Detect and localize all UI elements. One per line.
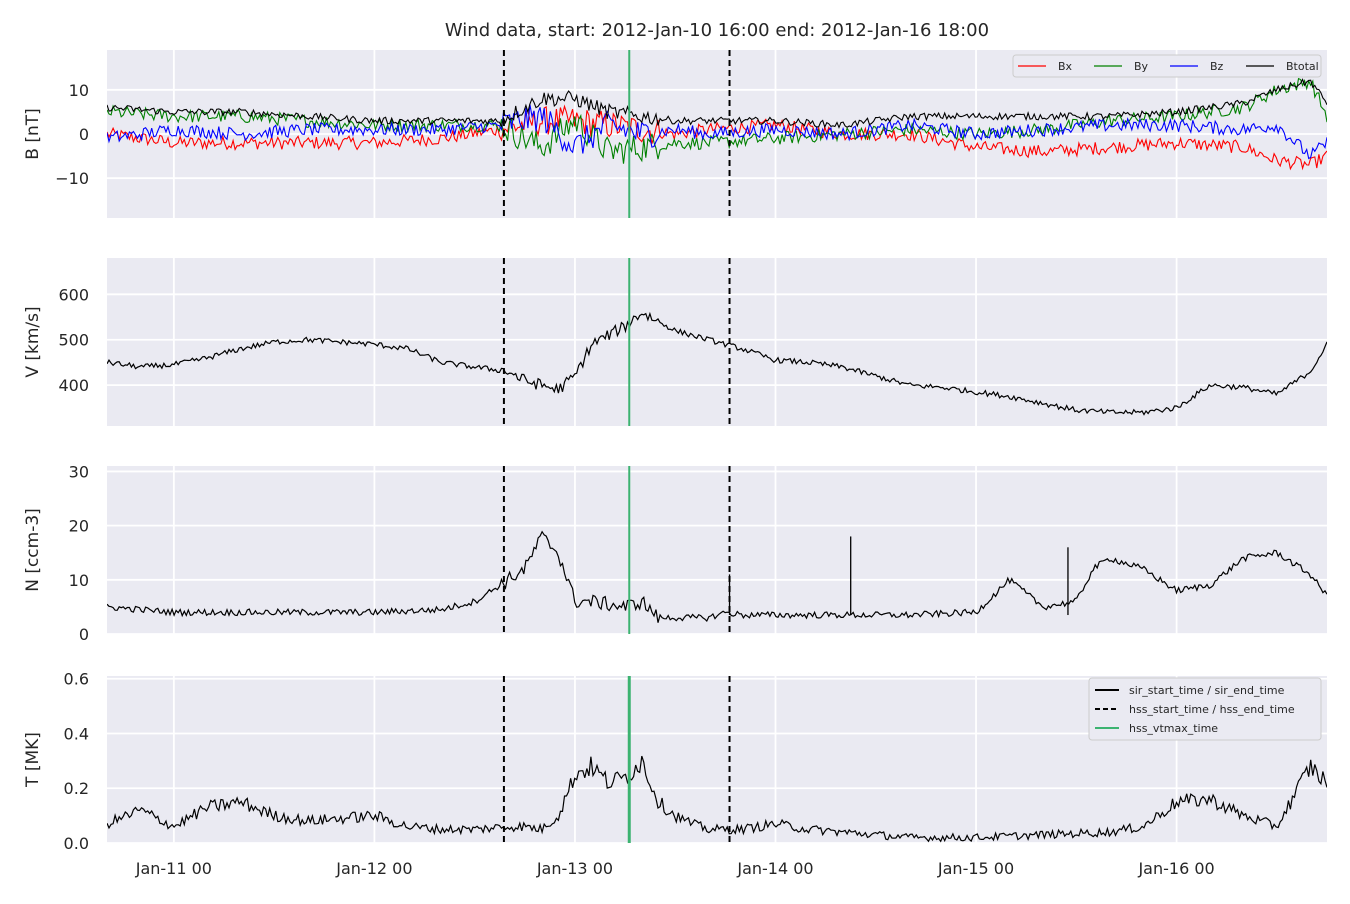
legend-events-label: hss_start_time / hss_end_time (1129, 703, 1295, 716)
series-line-Bz (107, 104, 1327, 160)
panel-background (107, 466, 1327, 634)
y-tick-label: 0.2 (64, 779, 89, 798)
y-tick-label: −10 (55, 169, 89, 188)
legend-b-label: By (1134, 60, 1149, 73)
legend-b-label: Bz (1210, 60, 1224, 73)
legend-events: sir_start_time / sir_end_time hss_start_t… (1088, 677, 1322, 741)
x-tick-label: Jan-13 00 (536, 859, 613, 878)
series-line-T (107, 755, 1327, 843)
legend-b-box (1012, 54, 1322, 78)
y-tick-label: 0 (79, 125, 89, 144)
panel-1: −10 0 10 B [nT] (23, 50, 1327, 218)
legend-b-label: Bx (1058, 60, 1073, 73)
series-line-Bx (107, 104, 1327, 171)
y-tick-label: 400 (58, 376, 89, 395)
panel-3: 0 10 20 30 N [ccm-3] (23, 462, 1327, 644)
y-tick-label: 10 (69, 571, 89, 590)
figure-title: Wind data, start: 2012-Jan-10 16:00 end:… (445, 20, 989, 41)
panel-2: 400 500 600 V [km/s] (23, 258, 1327, 426)
x-tick-label: Jan-14 00 (736, 859, 813, 878)
series-group (107, 77, 1327, 171)
y-tick-label: 10 (69, 81, 89, 100)
y-tick-label: 0.6 (64, 670, 89, 689)
series-group (107, 311, 1327, 416)
y-axis-label: T [MK] (23, 732, 43, 788)
x-tick-label: Jan-15 00 (937, 859, 1014, 878)
y-tick-label: 30 (69, 462, 89, 481)
legend-events-box (1088, 677, 1322, 741)
panel-background (107, 258, 1327, 426)
y-axis-label: V [km/s] (23, 306, 43, 377)
x-tick-label: Jan-11 00 (135, 859, 212, 878)
x-tick-label: Jan-16 00 (1137, 859, 1214, 878)
y-axis-label: N [ccm-3] (23, 508, 43, 592)
series-line-Btotal (107, 78, 1327, 129)
series-group (107, 755, 1327, 843)
series-line-N (107, 530, 1327, 623)
y-axis-label: B [nT] (23, 108, 43, 160)
y-tick-label: 600 (58, 285, 89, 304)
y-tick-label: 0.4 (64, 724, 89, 743)
legend-b-label: Btotal (1286, 60, 1319, 73)
y-tick-label: 20 (69, 517, 89, 536)
y-tick-label: 500 (58, 331, 89, 350)
legend-b: Bx By Bz Btotal (1012, 54, 1322, 78)
series-line-V (107, 311, 1327, 416)
y-tick-label: 0 (79, 625, 89, 644)
legend-events-label: hss_vtmax_time (1129, 722, 1218, 735)
y-tick-label: 0.0 (64, 834, 89, 853)
x-tick-label: Jan-12 00 (335, 859, 412, 878)
legend-events-label: sir_start_time / sir_end_time (1129, 684, 1285, 697)
